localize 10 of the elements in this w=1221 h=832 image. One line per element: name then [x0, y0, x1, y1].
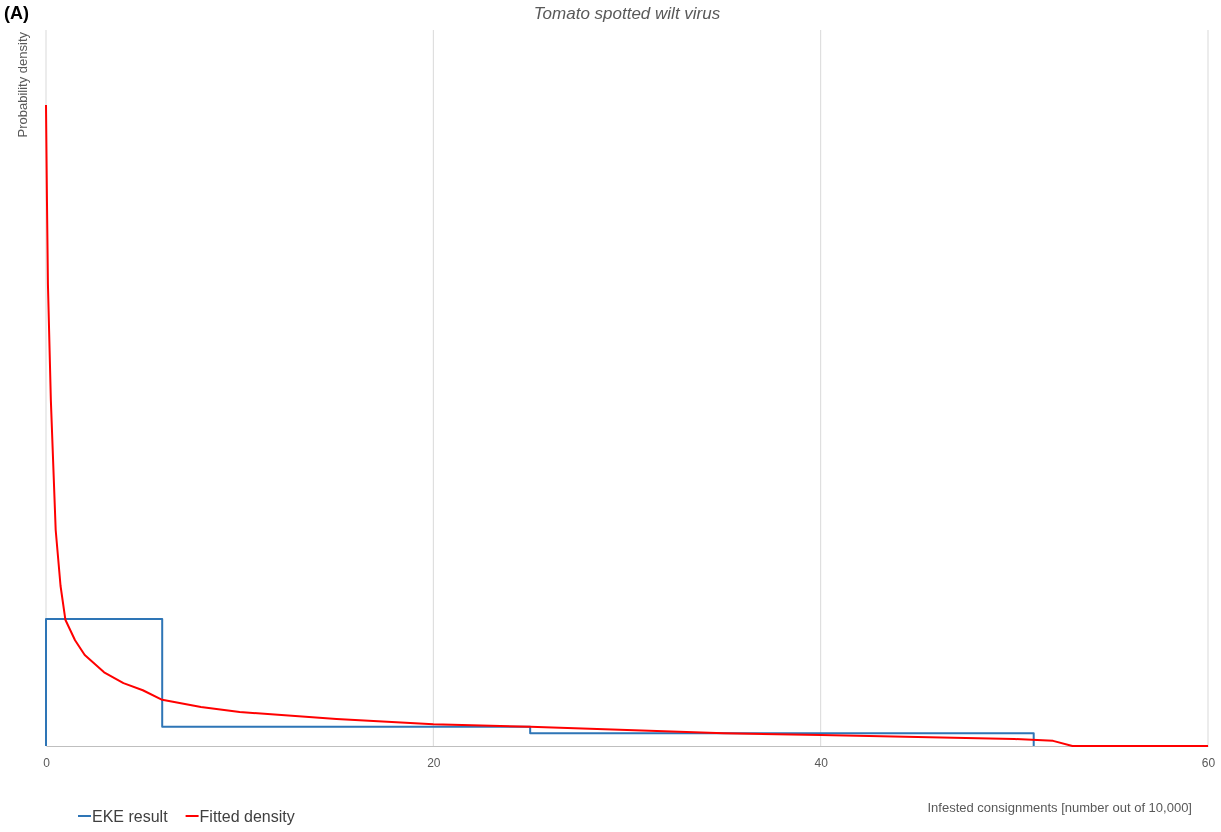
x-tick-label: 40 — [814, 755, 829, 770]
x-tick-label: 0 — [43, 755, 51, 770]
chart-title: Tomato spotted wilt virus — [533, 4, 721, 23]
legend-label: Fitted density — [199, 808, 295, 825]
x-tick-label: 60 — [1201, 755, 1216, 770]
x-axis-title: Infested consignments [number out of 10,000] — [927, 800, 1192, 815]
x-tick-label: 20 — [427, 755, 441, 770]
y-axis-title: Probability density — [15, 31, 30, 138]
text: (A) — [4, 3, 29, 23]
legend-label: EKE result — [92, 808, 169, 825]
